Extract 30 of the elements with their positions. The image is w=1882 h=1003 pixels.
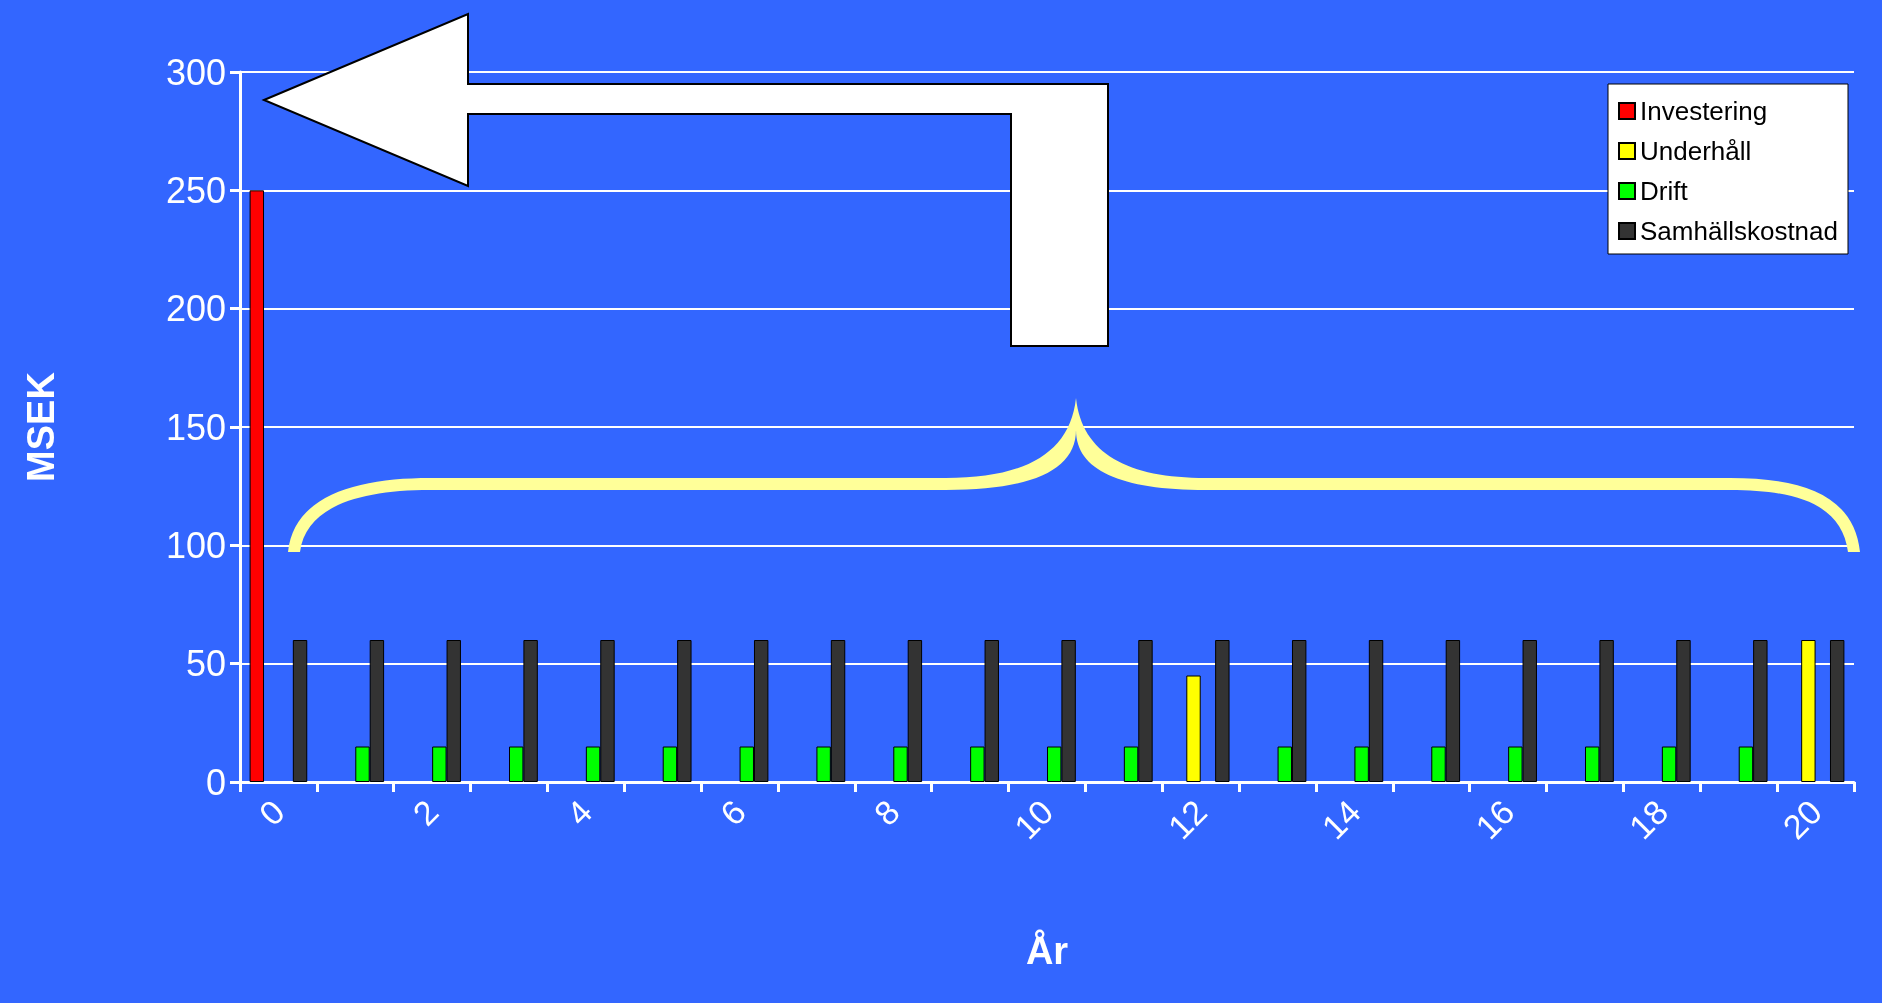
legend-label: Drift: [1640, 176, 1689, 206]
x-tick-label: 4: [559, 792, 600, 833]
y-tick-label: 150: [165, 406, 226, 448]
x-axis-title: År: [1025, 929, 1069, 972]
x-tick-label: 10: [1006, 792, 1061, 847]
legend-label: Underhåll: [1640, 136, 1752, 166]
x-tick-label: 6: [712, 792, 754, 833]
legend-label: Samhällskostnad: [1640, 216, 1838, 246]
x-tick-label: 16: [1467, 792, 1522, 847]
bar: [249, 190, 265, 782]
y-axis-title: MSEK: [20, 371, 62, 482]
bar: [1829, 640, 1845, 782]
x-tick-label: 18: [1621, 792, 1676, 847]
x-tick-label: 20: [1775, 792, 1830, 847]
x-tick-label: 14: [1314, 792, 1368, 847]
y-tick-label: 50: [185, 643, 226, 685]
legend-label: Investering: [1640, 96, 1768, 126]
x-tick-label: 2: [405, 792, 446, 833]
x-tick-label: 0: [251, 792, 292, 833]
y-tick-label: 200: [165, 288, 226, 330]
x-tick-label: 8: [866, 792, 907, 833]
bar: [1215, 640, 1230, 782]
bar: [1186, 675, 1201, 782]
y-tick-label: 300: [165, 51, 226, 93]
bar: [292, 640, 308, 782]
y-tick-label: 0: [205, 761, 226, 803]
x-tick-label: 12: [1160, 792, 1215, 847]
y-tick-label: 100: [165, 524, 226, 566]
bar: [1801, 640, 1816, 782]
y-tick-label: 250: [165, 169, 226, 211]
